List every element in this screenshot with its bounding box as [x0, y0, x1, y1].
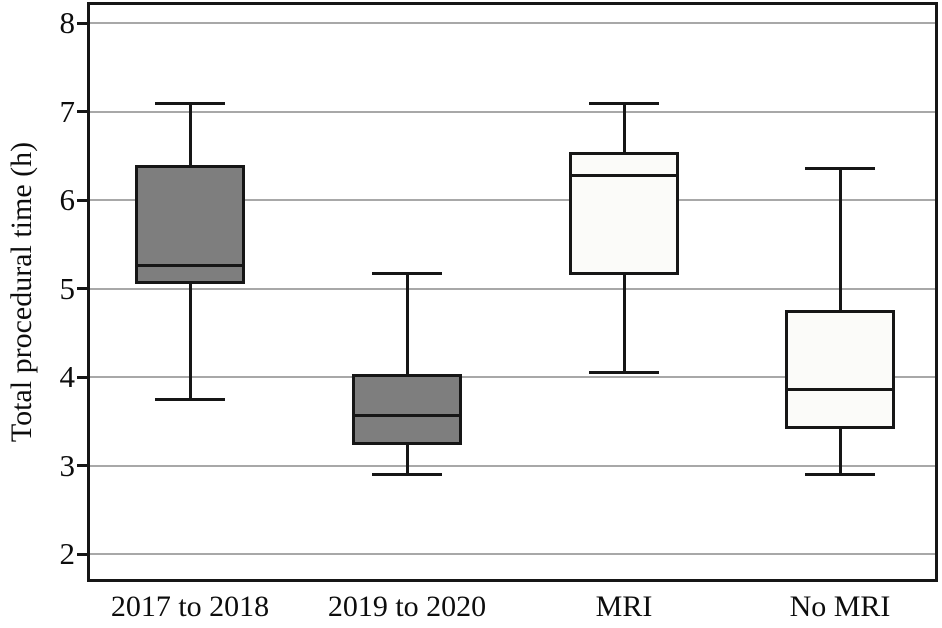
y-axis-tick-2: [77, 552, 90, 556]
upper-whisker-mri: [622, 103, 626, 154]
y-axis-tick-label-3: 3: [59, 447, 76, 483]
upper-whisker-cap-mri: [589, 101, 659, 105]
upper-whisker-cap-2017-to-2018: [155, 101, 225, 105]
lower-whisker-2017-to-2018: [188, 282, 192, 400]
lower-whisker-no-mri: [838, 427, 842, 475]
lower-whisker-mri: [622, 273, 626, 373]
median-line-2017-to-2018: [135, 263, 245, 267]
y-axis-tick-5: [77, 287, 90, 291]
upper-whisker-cap-no-mri: [805, 167, 875, 171]
y-axis-tick-label-8: 8: [59, 5, 76, 41]
x-axis-label-mri: MRI: [595, 590, 653, 623]
y-axis-tick-label-7: 7: [59, 93, 76, 129]
y-axis-tick-label-2: 2: [59, 536, 76, 572]
upper-whisker-2019-to-2020: [405, 273, 409, 376]
boxplot-box-no-mri: [785, 309, 895, 430]
gridline-y-7: [90, 110, 935, 113]
y-axis-tick-8: [77, 21, 90, 25]
y-axis-tick-label-4: 4: [59, 359, 76, 395]
upper-whisker-no-mri: [838, 168, 842, 311]
lower-whisker-cap-2019-to-2020: [372, 473, 442, 477]
upper-whisker-cap-2019-to-2020: [372, 272, 442, 276]
y-axis-tick-6: [77, 198, 90, 202]
y-axis-tick-3: [77, 464, 90, 468]
upper-whisker-2017-to-2018: [188, 103, 192, 167]
lower-whisker-cap-2017-to-2018: [155, 398, 225, 401]
x-axis-label-no-mri: No MRI: [789, 590, 891, 623]
gridline-y-5: [90, 287, 935, 290]
lower-whisker-cap-no-mri: [805, 473, 875, 477]
boxplot-box-mri: [569, 152, 679, 276]
y-axis-tick-label-6: 6: [59, 182, 76, 218]
x-axis-label-2017-to-2018: 2017 to 2018: [110, 590, 270, 623]
y-axis-tick-7: [77, 110, 90, 114]
y-axis-tick-label-5: 5: [59, 270, 76, 306]
plot-area-border: [87, 2, 938, 582]
gridline-y-8: [90, 22, 935, 25]
y-axis-tick-4: [77, 375, 90, 379]
gridline-y-2: [90, 553, 935, 556]
boxplot-box-2019-to-2020: [352, 374, 462, 446]
gridline-y-3: [90, 464, 935, 467]
x-axis-label-2019-to-2020: 2019 to 2020: [327, 590, 487, 623]
lower-whisker-cap-mri: [589, 371, 659, 375]
median-line-2019-to-2020: [352, 413, 462, 417]
gridline-y-4: [90, 376, 935, 379]
gridline-y-6: [90, 199, 935, 202]
lower-whisker-2019-to-2020: [405, 443, 409, 475]
median-line-no-mri: [785, 388, 895, 392]
median-line-mri: [569, 174, 679, 178]
